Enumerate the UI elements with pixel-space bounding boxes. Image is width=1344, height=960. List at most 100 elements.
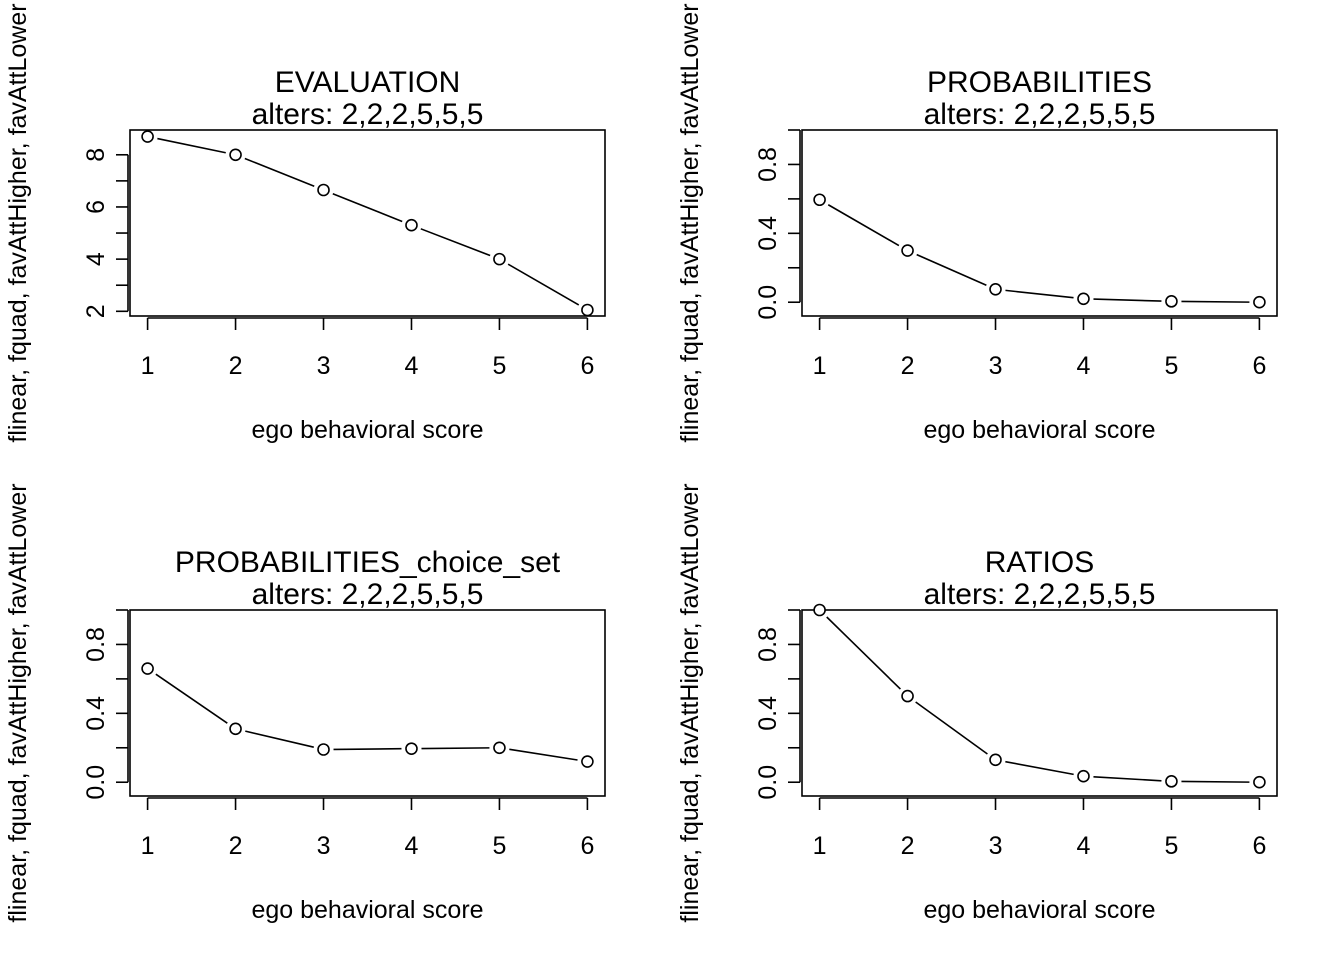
x-tick-label: 5 (1164, 352, 1178, 380)
series-segment (509, 748, 578, 761)
x-tick-label: 3 (317, 832, 331, 860)
data-point (317, 743, 330, 756)
series-segment (333, 747, 402, 751)
y-tick-label: 0.0 (754, 765, 782, 800)
y-axis-label: flinear, fquad, favAttHigher, favAttLowe… (676, 3, 704, 442)
y-tick-label: 0.8 (82, 627, 110, 662)
x-tick-label: 4 (405, 352, 419, 380)
data-point (317, 183, 330, 197)
chart-subtitle: alters: 2,2,2,5,5,5 (252, 578, 484, 611)
series-segment (827, 204, 900, 247)
y-tick-label: 8 (82, 148, 110, 162)
data-point (581, 755, 594, 768)
x-axis-label: ego behavioral score (923, 416, 1155, 444)
y-axis-label: flinear, fquad, favAttHigher, favAttLowe… (4, 3, 32, 442)
x-tick-label: 6 (1252, 352, 1266, 380)
series-segment (915, 701, 988, 755)
x-tick-label: 3 (317, 352, 331, 380)
x-tick-label: 2 (901, 832, 915, 860)
data-point (989, 753, 1002, 767)
data-point (1253, 295, 1266, 309)
data-point (813, 603, 826, 617)
series-segment (157, 137, 226, 154)
plot-box (129, 129, 606, 317)
y-tick-label: 0.8 (754, 147, 782, 182)
x-axis-label: ego behavioral score (251, 416, 483, 444)
x-tick-label: 2 (901, 352, 915, 380)
series-segment (1181, 780, 1250, 783)
y-tick-label: 0.4 (82, 696, 110, 731)
x-axis-label: ego behavioral score (923, 896, 1155, 924)
x-axis-label: ego behavioral score (251, 896, 483, 924)
data-point (581, 303, 594, 317)
series-segment (1005, 289, 1074, 299)
data-point (1077, 769, 1090, 783)
x-tick-label: 5 (1164, 832, 1178, 860)
series-segment (420, 228, 491, 257)
data-point (1165, 775, 1178, 788)
data-point (405, 218, 418, 232)
x-tick-label: 3 (989, 352, 1003, 380)
data-point (813, 193, 826, 207)
x-tick-label: 6 (580, 832, 594, 860)
plot-box (129, 609, 606, 797)
x-tick-label: 4 (1077, 352, 1091, 380)
x-tick-label: 2 (229, 352, 243, 380)
x-tick-label: 1 (141, 832, 155, 860)
data-point (141, 130, 154, 143)
series-segment (332, 192, 403, 223)
chart-subtitle: alters: 2,2,2,5,5,5 (924, 98, 1156, 131)
chart-subtitle: alters: 2,2,2,5,5,5 (252, 98, 484, 131)
x-tick-label: 3 (989, 832, 1003, 860)
series-segment (1093, 298, 1162, 302)
plot-box (801, 129, 1278, 317)
y-tick-label: 4 (82, 252, 110, 266)
x-tick-label: 4 (405, 832, 419, 860)
x-tick-label: 1 (141, 352, 155, 380)
data-point (229, 722, 242, 736)
data-point (901, 244, 914, 257)
y-tick-label: 0.4 (754, 216, 782, 251)
data-point (405, 742, 418, 755)
series-segment (244, 157, 315, 188)
x-tick-label: 5 (492, 832, 506, 860)
data-point (493, 252, 506, 266)
x-tick-label: 4 (1077, 832, 1091, 860)
y-tick-label: 0.0 (754, 285, 782, 320)
series-segment (155, 673, 228, 724)
y-axis-label: flinear, fquad, favAttHigher, favAttLowe… (676, 483, 704, 922)
y-tick-label: 6 (82, 200, 110, 214)
series-segment (826, 616, 901, 690)
data-point (229, 148, 242, 162)
plot-box (801, 609, 1278, 797)
x-tick-label: 2 (229, 832, 243, 860)
chart-subtitle: alters: 2,2,2,5,5,5 (924, 578, 1156, 611)
x-tick-label: 6 (580, 352, 594, 380)
y-tick-label: 0.8 (754, 627, 782, 662)
chart-title: PROBABILITIES_choice_set (175, 546, 561, 579)
data-point (989, 283, 1002, 296)
data-point (901, 689, 914, 703)
series-segment (245, 730, 314, 748)
x-tick-label: 1 (813, 352, 827, 380)
data-point (141, 662, 154, 675)
chart-title: PROBABILITIES (927, 66, 1152, 99)
series-segment (1005, 760, 1074, 776)
y-tick-label: 0.0 (82, 765, 110, 800)
y-axis-label: flinear, fquad, favAttHigher, favAttLowe… (4, 483, 32, 922)
series-segment (1181, 300, 1250, 303)
y-tick-label: 2 (82, 304, 110, 318)
x-tick-label: 6 (1252, 832, 1266, 860)
chart-title: RATIOS (985, 546, 1094, 579)
y-tick-label: 0.4 (754, 696, 782, 731)
series-segment (1093, 775, 1162, 782)
data-point (1077, 292, 1090, 306)
data-point (1253, 775, 1266, 789)
data-point (493, 741, 506, 755)
x-tick-label: 1 (813, 832, 827, 860)
series-segment (507, 263, 580, 306)
